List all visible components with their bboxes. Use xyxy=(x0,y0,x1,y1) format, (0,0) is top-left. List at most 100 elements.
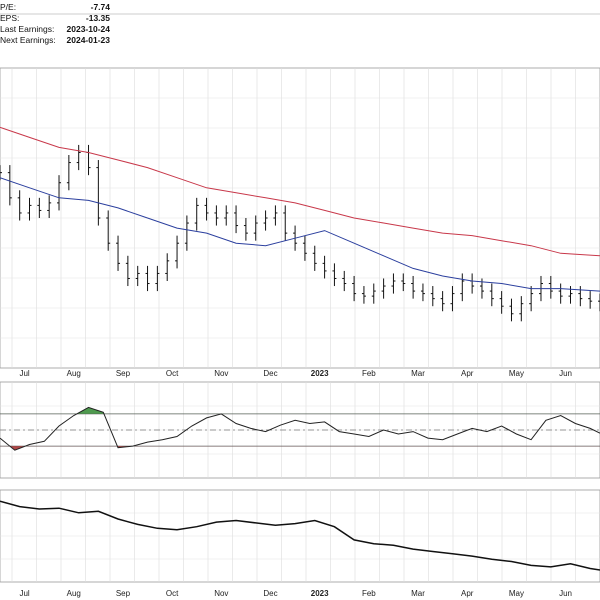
ohlc-bar xyxy=(0,165,2,181)
x-tick-label: Dec xyxy=(263,369,277,378)
ohlc-bar xyxy=(578,286,583,307)
ohlc-bar xyxy=(125,255,130,287)
x-tick-label: May xyxy=(509,369,524,378)
ohlc-bar xyxy=(253,215,258,241)
x-tick-label: Oct xyxy=(166,589,179,598)
ohlc-bar xyxy=(135,265,140,287)
ohlc-bar xyxy=(17,190,22,221)
fundamental-row: Next Earnings: 2024-01-23 xyxy=(0,35,110,46)
x-tick-label: Feb xyxy=(362,369,376,378)
ohlc-bar xyxy=(332,263,337,287)
fundamental-label: EPS: xyxy=(0,13,20,23)
ohlc-bar xyxy=(145,265,150,292)
ohlc-bar xyxy=(116,235,121,271)
x-tick-label: Jul xyxy=(19,369,29,378)
ohlc-bar xyxy=(204,197,209,221)
ohlc-bar xyxy=(106,210,111,251)
x-tick-label: Sep xyxy=(116,589,131,598)
ohlc-bar xyxy=(489,283,494,307)
fundamental-label: Next Earnings: xyxy=(0,35,56,45)
fundamental-value: -7.74 xyxy=(90,2,110,12)
ohlc-bar xyxy=(263,210,268,231)
ohlc-bar xyxy=(588,291,593,309)
x-tick-label: Jul xyxy=(19,589,29,598)
x-tick-label: Oct xyxy=(166,369,179,378)
x-tick-label: Apr xyxy=(461,589,474,598)
ohlc-bar xyxy=(352,275,357,302)
x-tick-label: Aug xyxy=(67,589,81,598)
ohlc-bar xyxy=(165,253,170,281)
ohlc-bar xyxy=(430,286,435,307)
ohlc-bar xyxy=(420,283,425,302)
x-axis-ticks-lower: Jul Aug Sep Oct Nov Dec 2023 Feb Mar Apr May Jun xyxy=(19,589,572,598)
grid xyxy=(0,13,600,583)
ohlc-bar xyxy=(342,270,347,292)
fundamentals-box: P/E: -7.74 EPS: -13.35 Last Earnings: 2023-10… xyxy=(0,2,110,46)
ohlc-bar xyxy=(27,197,32,221)
ohlc-bar xyxy=(37,197,42,218)
x-tick-label: May xyxy=(509,589,524,598)
x-tick-label: Feb xyxy=(362,589,376,598)
ohlc-bar xyxy=(302,235,307,261)
ohlc-bar xyxy=(243,218,248,241)
ohlc-bar xyxy=(499,291,504,314)
oscillator-panel xyxy=(0,406,600,451)
x-tick-label: Jun xyxy=(559,369,572,378)
ohlc-bar xyxy=(381,278,386,299)
ohlc-bar xyxy=(224,205,229,226)
ohlc-bar xyxy=(57,175,62,211)
ohlc-bar xyxy=(460,273,465,302)
ohlc-bar xyxy=(470,273,475,294)
panel-frame xyxy=(0,67,600,369)
x-tick-label: Nov xyxy=(214,369,228,378)
ohlc-bar xyxy=(529,286,534,312)
ohlc-bar xyxy=(411,275,416,299)
ohlc-bar xyxy=(86,144,91,176)
ohlc-bar xyxy=(96,160,101,226)
fundamental-value: -13.35 xyxy=(85,13,110,23)
ohlc-bar xyxy=(234,205,239,234)
ohlc-bar xyxy=(273,205,278,226)
panel-frame xyxy=(0,381,600,479)
x-tick-label: Sep xyxy=(116,369,131,378)
ohlc-bar xyxy=(371,283,376,304)
ohlc-bar xyxy=(155,265,160,292)
x-tick-label: Jun xyxy=(559,589,572,598)
x-tick-label: Mar xyxy=(411,369,425,378)
ohlc-bar xyxy=(548,275,553,299)
ohlc-bar xyxy=(322,255,327,279)
ohlc-bar xyxy=(558,283,563,304)
ohlc-bar xyxy=(7,165,12,206)
x-tick-label: 2023 xyxy=(311,369,329,378)
ohlc-bar xyxy=(519,296,524,322)
ohlc-bar xyxy=(66,155,71,191)
fundamental-row: EPS: -13.35 xyxy=(0,13,110,24)
ohlc-bar xyxy=(361,286,366,304)
x-tick-label: Nov xyxy=(214,589,228,598)
fundamental-value: 2023-10-24 xyxy=(66,24,110,34)
ohlc-bar xyxy=(194,197,199,231)
series-line xyxy=(0,406,600,451)
panel-frame xyxy=(0,489,600,583)
ohlc-bar xyxy=(440,291,445,312)
fundamental-row: P/E: -7.74 xyxy=(0,2,110,13)
series-line xyxy=(0,500,600,571)
x-tick-label: 2023 xyxy=(311,589,329,598)
series-line xyxy=(0,177,600,292)
fundamental-value: 2024-01-23 xyxy=(66,35,110,45)
ohlc-bar xyxy=(47,195,52,218)
ohlc-bar xyxy=(76,144,81,171)
ohlc-bar xyxy=(450,286,455,312)
price-panel xyxy=(0,126,600,322)
relative-strength-panel xyxy=(0,500,600,571)
series-line xyxy=(0,126,600,257)
ohlc-bar xyxy=(283,205,288,241)
x-axis-ticks-upper: Jul Aug Sep Oct Nov Dec 2023 Feb Mar Apr May Jun xyxy=(19,369,572,378)
overbought-fill xyxy=(76,407,104,414)
x-tick-label: Mar xyxy=(411,589,425,598)
x-tick-label: Apr xyxy=(461,369,474,378)
ohlc-bar xyxy=(401,273,406,292)
ohlc-bar xyxy=(509,298,514,322)
ohlc-bar xyxy=(214,205,219,226)
ohlc-bar xyxy=(312,245,317,271)
